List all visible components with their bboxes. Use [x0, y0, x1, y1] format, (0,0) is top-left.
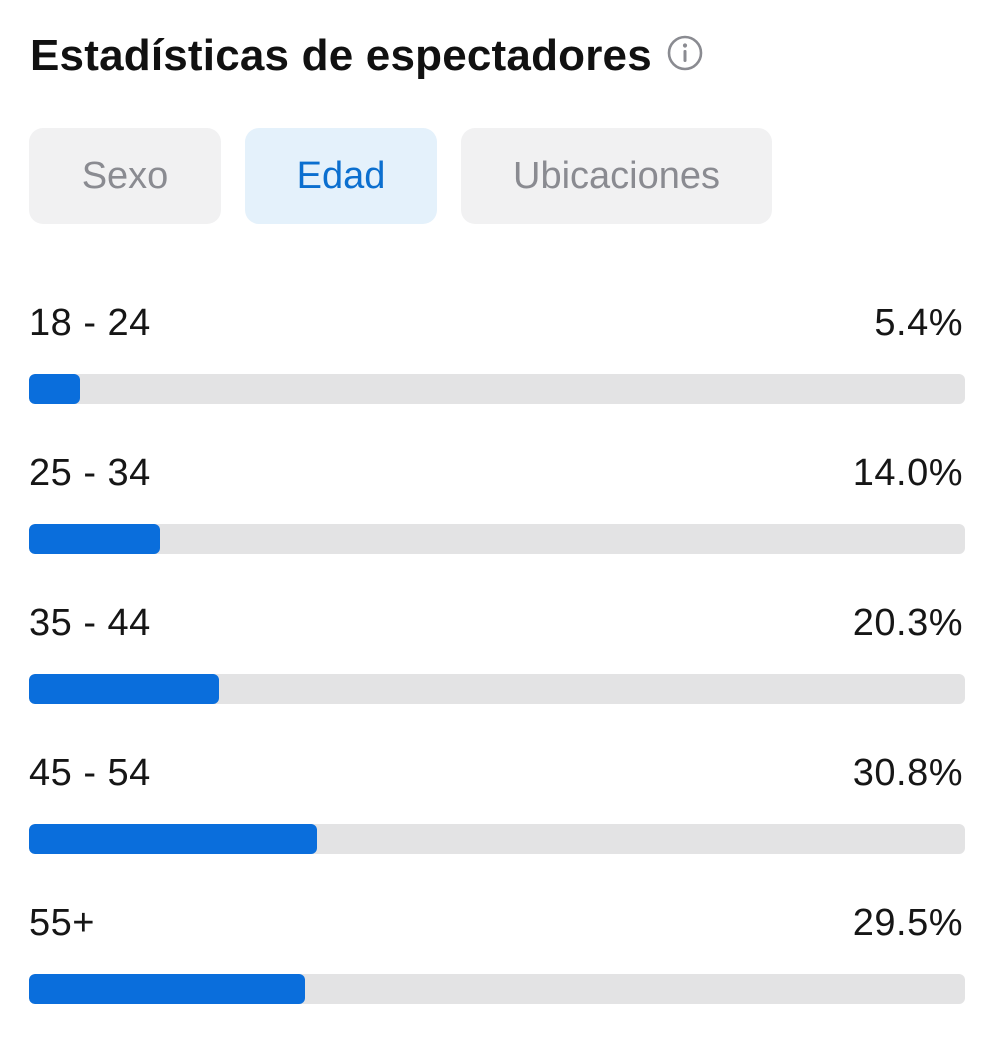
progress-track — [29, 374, 965, 404]
tab-sexo[interactable]: Sexo — [29, 128, 221, 224]
percentage-value: 20.3% — [852, 602, 963, 644]
list-item: 45 - 54 30.8% — [29, 752, 965, 902]
tab-label: Sexo — [81, 154, 169, 197]
age-range-label: 55+ — [29, 902, 95, 944]
list-item: 35 - 44 20.3% — [29, 602, 965, 752]
percentage-value: 29.5% — [852, 902, 963, 944]
percentage-value: 14.0% — [852, 452, 963, 494]
tab-label: Ubicaciones — [513, 154, 720, 197]
header: Estadísticas de espectadores — [30, 26, 704, 86]
page-title: Estadísticas de espectadores — [30, 31, 652, 80]
tab-bar: Sexo Edad Ubicaciones — [29, 128, 772, 224]
age-range-label: 45 - 54 — [29, 752, 151, 794]
age-range-label: 35 - 44 — [29, 602, 151, 644]
progress-fill — [29, 824, 318, 854]
tab-edad[interactable]: Edad — [245, 128, 437, 224]
percentage-value: 30.8% — [852, 752, 963, 794]
tab-ubicaciones[interactable]: Ubicaciones — [461, 128, 772, 224]
progress-fill — [29, 524, 161, 554]
age-range-label: 18 - 24 — [29, 302, 151, 344]
percentage-value: 5.4% — [874, 302, 963, 344]
progress-fill — [29, 974, 306, 1004]
list-item: 25 - 34 14.0% — [29, 452, 965, 602]
progress-track — [29, 824, 965, 854]
progress-fill — [29, 374, 80, 404]
progress-track — [29, 524, 965, 554]
age-stats-list: 18 - 24 5.4% 25 - 34 14.0% 35 - 44 20.3%… — [29, 302, 965, 1052]
list-item: 55+ 29.5% — [29, 902, 965, 1052]
tab-label: Edad — [296, 154, 386, 197]
list-item: 18 - 24 5.4% — [29, 302, 965, 452]
progress-track — [29, 674, 965, 704]
progress-fill — [29, 674, 219, 704]
progress-track — [29, 974, 965, 1004]
age-range-label: 25 - 34 — [29, 452, 151, 494]
info-icon[interactable] — [666, 34, 704, 72]
